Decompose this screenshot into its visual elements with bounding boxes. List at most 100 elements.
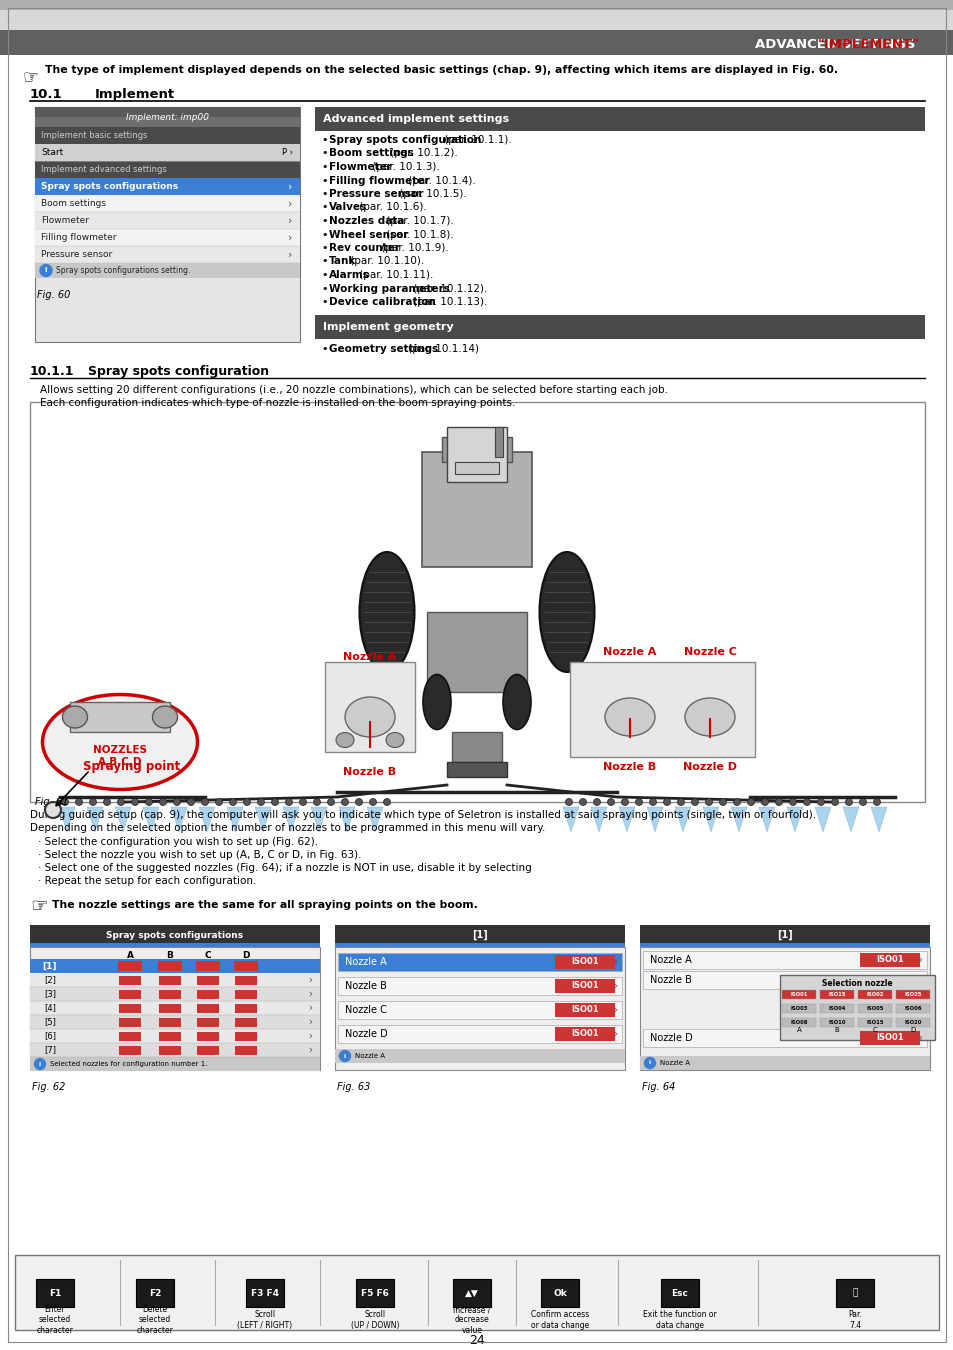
Text: Working parameters: Working parameters (329, 284, 450, 293)
Text: ISO01: ISO01 (789, 992, 807, 998)
Bar (447, 761, 506, 778)
Text: •: • (320, 176, 327, 185)
Text: ISO20: ISO20 (903, 1021, 921, 1025)
Text: Fig. 64: Fig. 64 (641, 1081, 675, 1092)
Bar (30, 1029, 319, 1044)
Text: (par. 10.1.1).: (par. 10.1.1). (441, 135, 512, 144)
Bar (857, 990, 891, 999)
Circle shape (635, 798, 641, 806)
Text: Allows setting 20 different configurations (i.e., 20 nozzle combinations), which: Allows setting 20 different configuratio… (40, 385, 667, 396)
Text: Selection nozzle: Selection nozzle (821, 979, 892, 987)
Text: Filling flowmeter: Filling flowmeter (41, 234, 116, 242)
Text: (par. 10.1.12).: (par. 10.1.12). (410, 284, 487, 293)
Text: (par. 10.1.8).: (par. 10.1.8). (382, 230, 454, 239)
Polygon shape (759, 807, 774, 832)
Text: (par. 10.1.9).: (par. 10.1.9). (378, 243, 449, 252)
Text: [6]: [6] (44, 1031, 56, 1041)
Text: ISO01: ISO01 (875, 1034, 902, 1042)
Bar (642, 1029, 926, 1048)
Text: C: C (872, 1027, 877, 1033)
Text: Depending on the selected option the number of nozzles to be programmed in this : Depending on the selected option the num… (30, 824, 545, 833)
Bar (0, 9, 953, 30)
Text: ISO25: ISO25 (903, 992, 921, 998)
Polygon shape (842, 807, 858, 832)
Text: ›: › (613, 981, 617, 991)
Bar (30, 946, 319, 1071)
Text: B: B (167, 950, 173, 960)
Bar (119, 1018, 141, 1027)
Text: i: i (648, 1061, 650, 1065)
Text: ›: › (613, 1004, 617, 1015)
Text: ISO01: ISO01 (571, 957, 598, 967)
Text: i: i (45, 267, 48, 274)
Text: [3]: [3] (44, 990, 56, 999)
Circle shape (565, 798, 572, 806)
Text: Implement: imp00: Implement: imp00 (126, 112, 209, 122)
Bar (35, 107, 299, 127)
Text: ›: › (308, 990, 312, 999)
Text: 10.1.1: 10.1.1 (30, 364, 74, 378)
Text: During guided setup (cap. 9), the computer will ask you to indicate which type o: During guided setup (cap. 9), the comput… (30, 810, 815, 819)
Text: Spray spots configurations setting.: Spray spots configurations setting. (56, 266, 191, 275)
Bar (35, 161, 299, 178)
Bar (452, 732, 501, 761)
Ellipse shape (422, 675, 451, 729)
Circle shape (341, 798, 348, 806)
Circle shape (607, 798, 614, 806)
Bar (35, 107, 299, 342)
Ellipse shape (684, 698, 734, 736)
Text: •: • (320, 284, 327, 293)
Bar (35, 144, 299, 161)
Text: B: B (834, 1027, 839, 1033)
Text: Nozzle D: Nozzle D (682, 761, 737, 772)
Text: Geometry settings: Geometry settings (329, 344, 437, 355)
Text: ISO06: ISO06 (903, 1006, 921, 1011)
Text: ISO05: ISO05 (865, 1006, 882, 1011)
Text: Implement: Implement (95, 88, 175, 101)
Text: ☞: ☞ (30, 896, 48, 917)
Text: Nozzle A: Nozzle A (355, 1053, 385, 1058)
Text: ›: › (308, 1003, 312, 1012)
Bar (196, 1018, 219, 1027)
Text: (par. 10.1.2).: (par. 10.1.2). (387, 148, 457, 158)
Ellipse shape (502, 675, 531, 729)
Polygon shape (115, 807, 131, 832)
Text: Nozzle B: Nozzle B (603, 761, 656, 772)
Text: •: • (320, 270, 327, 279)
Bar (35, 127, 299, 144)
Circle shape (817, 798, 823, 806)
Text: Spray spots configurations: Spray spots configurations (107, 930, 243, 940)
Circle shape (103, 798, 111, 806)
Text: 10.1: 10.1 (30, 88, 63, 101)
Bar (35, 263, 299, 278)
Text: ›: › (287, 181, 292, 192)
Text: (par. 10.1.13).: (par. 10.1.13). (410, 297, 487, 306)
Bar (159, 1018, 181, 1027)
Polygon shape (590, 807, 606, 832)
Circle shape (649, 798, 656, 806)
Bar (246, 1278, 284, 1307)
Text: •: • (320, 148, 327, 158)
Bar (495, 427, 502, 458)
Text: Flowmeter: Flowmeter (41, 216, 89, 225)
Text: (par. 10.1.3).: (par. 10.1.3). (369, 162, 439, 171)
Text: Selected nozzles for configuration number 1.: Selected nozzles for configuration numbe… (50, 1061, 208, 1067)
Text: (par. 10.1.5).: (par. 10.1.5). (396, 189, 467, 198)
Circle shape (339, 1050, 350, 1061)
Text: Nozzle D: Nozzle D (345, 1029, 387, 1040)
Text: Nozzle A: Nozzle A (649, 954, 691, 965)
Bar (859, 953, 919, 967)
Text: Ok: Ok (553, 1288, 566, 1297)
Text: 24: 24 (469, 1334, 484, 1346)
Circle shape (789, 798, 796, 806)
Bar (119, 976, 141, 986)
Text: A: A (127, 950, 133, 960)
Text: ›: › (308, 1045, 312, 1054)
Text: The nozzle settings are the same for all spraying points on the boom.: The nozzle settings are the same for all… (52, 900, 477, 910)
Bar (234, 1046, 256, 1054)
Text: Nozzles data: Nozzles data (329, 216, 404, 225)
Circle shape (299, 798, 306, 806)
Circle shape (215, 798, 222, 806)
Text: Spray spots configuration: Spray spots configuration (329, 135, 481, 144)
Bar (337, 1025, 621, 1044)
